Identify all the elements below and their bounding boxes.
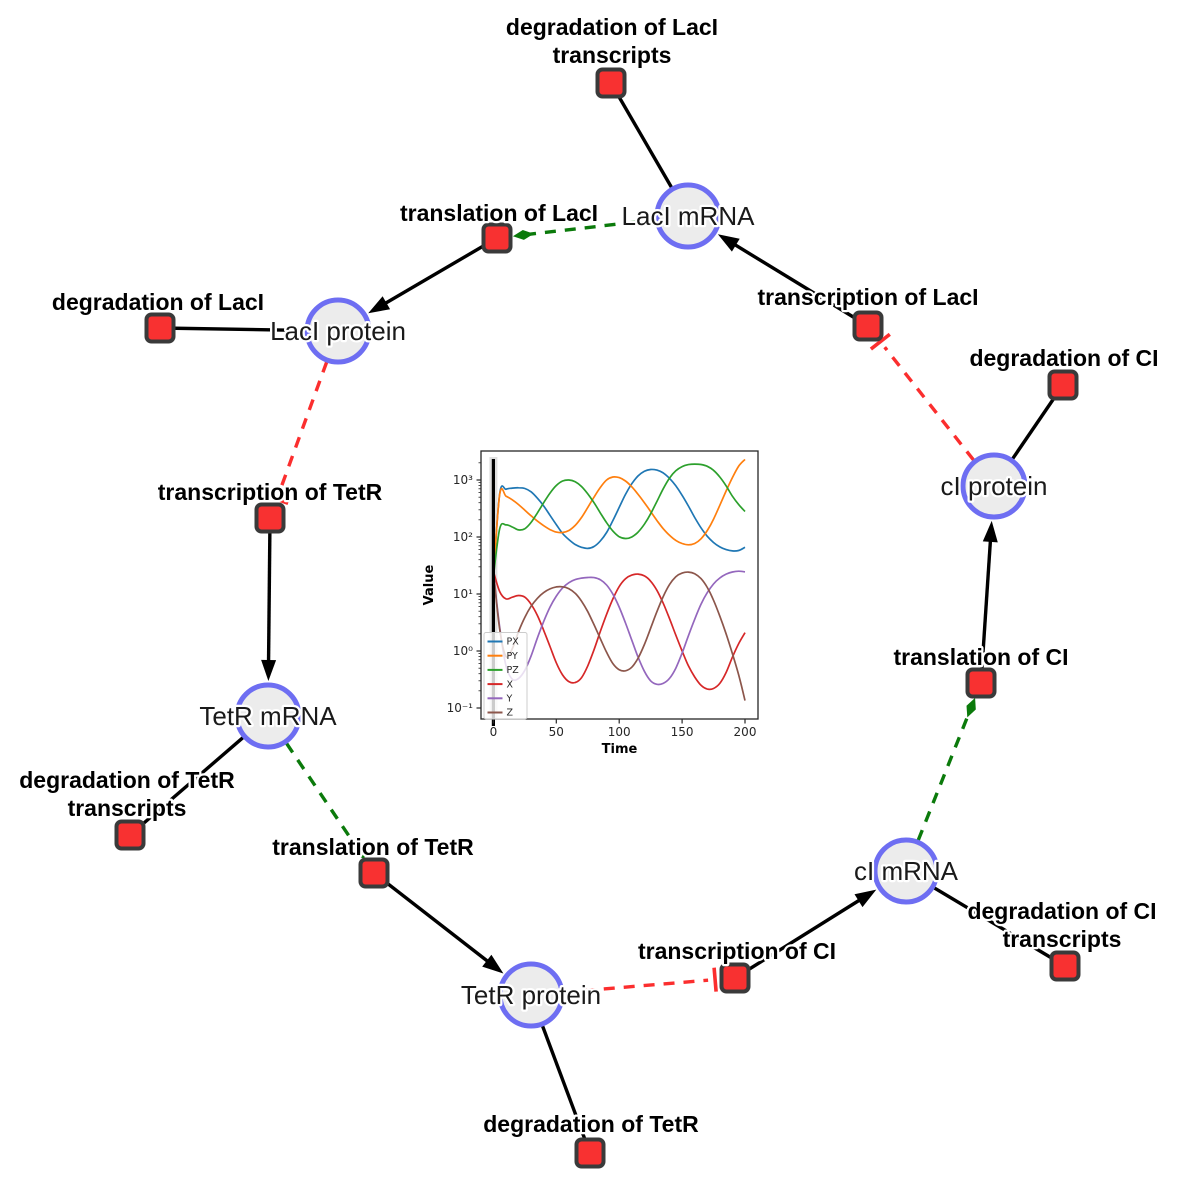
edge-ci_protein-tc_laci-tee [869, 332, 891, 351]
reaction-label-deg_ci_tr-line-1: transcripts [1003, 926, 1122, 952]
edge-tetr_mrna-deg_tetr_tr [128, 736, 245, 837]
edge-tc_ci-ci_mrna [734, 895, 866, 980]
nodes-layer [114, 67, 1081, 1169]
edge-laci_mrna-deg_laci_tr [609, 82, 673, 189]
x-tick-label: 150 [671, 725, 694, 739]
reaction-label-deg_laci-line-0: degradation of LacI [52, 289, 264, 315]
edge-tl_ci-ci_protein-arrowhead [982, 520, 998, 543]
edge-ci_mrna-tl_ci [916, 712, 971, 841]
x-tick-label: 50 [549, 725, 564, 739]
edge-laci_mrna-tl_laci [528, 218, 656, 236]
reaction-label-deg_tetr_tr-line-1: transcripts [68, 795, 187, 821]
species-label-laci_mrna: LacI mRNA [622, 201, 756, 231]
legend-label-Z: Z [507, 708, 514, 719]
species-label-tetr_protein: TetR protein [461, 980, 601, 1010]
y-tick-label: 10¹ [453, 587, 473, 601]
series-line-Y [492, 570, 746, 686]
reaction-node-deg_tetr_tr[interactable] [114, 819, 146, 851]
edge-tetr_protein-deg_tetr [540, 1025, 592, 1154]
legend-label-PZ: PZ [507, 665, 520, 676]
series-line-PX [492, 468, 746, 577]
reaction-label-deg_ci-line-0: degradation of CI [969, 345, 1158, 371]
edge-ci_mrna-deg_ci_tr [933, 886, 1066, 968]
reaction-node-deg_ci[interactable] [1047, 369, 1079, 401]
reaction-label-deg_tetr_tr-line-0: degradation of TetR [19, 767, 235, 793]
reaction-node-tl_ci[interactable] [965, 667, 997, 699]
edge-tc_tetr-tetr_mrna-arrowhead [261, 659, 277, 681]
edge-tl_laci-laci_protein [379, 236, 498, 308]
species-node-laci_mrna[interactable] [654, 182, 722, 250]
edge-laci_protein-tc_tetr [277, 361, 329, 494]
reaction-label-tl_ci-line-0: translation of CI [893, 644, 1068, 670]
reaction-node-tl_laci[interactable] [481, 222, 513, 254]
legend-label-Y: Y [506, 694, 513, 705]
reaction-label-deg_tetr-line-0: degradation of TetR [483, 1111, 699, 1137]
edge-tl_tetr-tetr_protein [372, 871, 494, 967]
reaction-node-deg_laci[interactable] [144, 312, 176, 344]
edge-ci_protein-tc_laci [883, 346, 975, 462]
reaction-node-deg_ci_tr[interactable] [1049, 950, 1081, 982]
series-line-Z [492, 571, 746, 701]
species-node-tetr_mrna[interactable] [234, 682, 302, 750]
edge-ci_mrna-tl_ci-arrowhead [966, 697, 976, 718]
reaction-node-tc_ci[interactable] [719, 962, 751, 994]
reaction-node-tl_tetr[interactable] [358, 857, 390, 889]
legend-label-PX: PX [507, 637, 520, 648]
labels-layer: degradation of LacItranscriptstranslatio… [17, 12, 1161, 1140]
y-tick-label: 10⁻¹ [447, 701, 474, 715]
legend-box [483, 632, 528, 720]
species-node-laci_protein[interactable] [304, 297, 372, 365]
legend-label-PY: PY [507, 651, 519, 662]
edge-tetr_protein-tc_ci [563, 978, 709, 994]
edge-laci_protein-tc_tetr-tee [264, 493, 289, 505]
reaction-label-deg_ci_tr-line-0: degradation of CI [967, 898, 1156, 924]
species-node-ci_mrna[interactable] [872, 837, 940, 905]
y-tick-label: 10³ [453, 473, 473, 487]
series-line-X [492, 571, 746, 691]
legend-label-X: X [507, 679, 514, 690]
reaction-label-tc_laci-line-0: transcription of LacI [757, 284, 978, 310]
reaction-label-tl_laci-line-0: translation of LacI [400, 200, 598, 226]
species-label-laci_protein: LacI protein [270, 316, 406, 346]
timecourse-plot: 0 50 100 150 200 10⁻¹ 10⁰ 10¹ 10² 10³ Time Value PX P… [422, 450, 759, 757]
reaction-node-tc_laci[interactable] [852, 310, 884, 342]
edge-laci_mrna-tl_laci-arrowhead [512, 230, 534, 240]
species-node-ci_protein[interactable] [960, 452, 1028, 520]
reaction-label-deg_laci_tr-line-1: transcripts [553, 42, 672, 68]
y-tick-label: 10² [453, 530, 473, 544]
edge-tc_laci-laci_mrna [728, 240, 869, 328]
reaction-label-tc_tetr-line-0: transcription of TetR [158, 479, 383, 505]
reaction-label-tc_ci-line-0: transcription of CI [638, 938, 836, 964]
reaction-label-deg_laci_tr-line-0: degradation of LacI [506, 14, 718, 40]
reaction-node-deg_tetr[interactable] [574, 1137, 606, 1169]
edge-laci_protein-deg_laci [159, 326, 306, 333]
x-tick-label: 0 [490, 725, 498, 739]
edge-tc_laci-laci_mrna-arrowhead [717, 234, 740, 252]
species-label-ci_mrna: cI mRNA [854, 856, 959, 886]
species-label-ci_protein: cI protein [941, 471, 1048, 501]
edge-tl_laci-laci_protein-arrowhead [368, 296, 391, 314]
edge-tl_ci-ci_protein [979, 534, 993, 684]
x-axis-label: Time [602, 742, 638, 757]
species-node-tetr_protein[interactable] [497, 961, 565, 1029]
edge-tetr_mrna-tl_tetr [285, 742, 358, 848]
reaction-node-deg_laci_tr[interactable] [595, 67, 627, 99]
edge-tetr_protein-tc_ci-tee [712, 967, 718, 992]
x-tick-label: 100 [608, 725, 631, 739]
edge-tetr_mrna-tl_tetr-arrowhead [353, 842, 365, 860]
edge-tl_tetr-tetr_protein-arrowhead [482, 954, 504, 974]
x-tick-label: 200 [734, 725, 757, 739]
y-axis-label: Value [422, 564, 437, 605]
edge-tc_tetr-tetr_mrna [266, 517, 272, 668]
edge-tc_ci-ci_mrna-arrowhead [854, 889, 877, 908]
reaction-label-tl_tetr-line-0: translation of TetR [272, 834, 474, 860]
species-label-tetr_mrna: TetR mRNA [199, 701, 337, 731]
series-line-PZ [492, 463, 746, 577]
reaction-node-tc_tetr[interactable] [254, 502, 286, 534]
y-tick-label: 10⁰ [453, 644, 473, 658]
edges-layer [128, 82, 1066, 1154]
